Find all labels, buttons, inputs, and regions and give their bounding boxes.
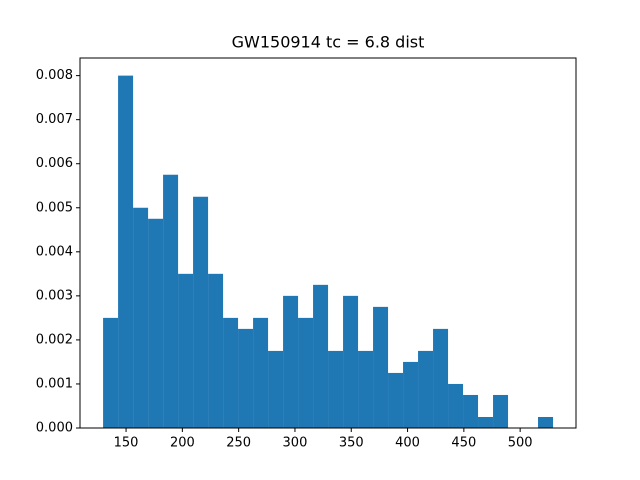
bar (373, 306, 389, 428)
y-tick-label: 0.006 (36, 156, 73, 171)
bar (238, 328, 254, 428)
bar (313, 284, 329, 428)
y-tick-label: 0.003 (36, 288, 73, 303)
y-tick-label: 0.004 (36, 244, 73, 259)
axes-frame (79, 57, 577, 429)
x-tick-label: 350 (339, 436, 364, 451)
bar (463, 394, 479, 428)
bar (223, 317, 239, 428)
y-tick-label: 0.000 (36, 421, 73, 436)
y-tick-label: 0.007 (36, 112, 73, 127)
bar (283, 295, 299, 428)
x-tick-label: 450 (451, 436, 476, 451)
bar (448, 383, 464, 428)
x-tick-label: 500 (508, 436, 533, 451)
bar (253, 317, 269, 428)
bar (178, 273, 194, 428)
bar (388, 372, 404, 428)
x-tick-label: 400 (395, 436, 420, 451)
x-tick-label: 200 (170, 436, 195, 451)
y-tick-label: 0.002 (36, 332, 73, 347)
bar (163, 174, 179, 428)
y-tick-label: 0.001 (36, 376, 73, 391)
x-tick-label: 300 (283, 436, 308, 451)
bar (538, 416, 554, 428)
chart-title: GW150914 tc = 6.8 dist (232, 33, 425, 52)
bar (358, 350, 374, 428)
x-tick-label: 150 (114, 436, 139, 451)
bar (478, 416, 494, 428)
y-tick-label: 0.008 (36, 68, 73, 83)
bar (208, 273, 224, 428)
bar (403, 361, 419, 428)
bar (328, 350, 344, 428)
bar (418, 350, 434, 428)
bar (118, 75, 134, 428)
bar (298, 317, 314, 428)
bar (343, 295, 359, 428)
bar (133, 207, 149, 428)
x-tick-label: 250 (226, 436, 251, 451)
bar (148, 218, 164, 428)
y-tick-label: 0.005 (36, 200, 73, 215)
bar (193, 196, 209, 428)
bar (268, 350, 284, 428)
bar (433, 328, 449, 428)
bar (493, 394, 509, 428)
bar (103, 317, 119, 428)
